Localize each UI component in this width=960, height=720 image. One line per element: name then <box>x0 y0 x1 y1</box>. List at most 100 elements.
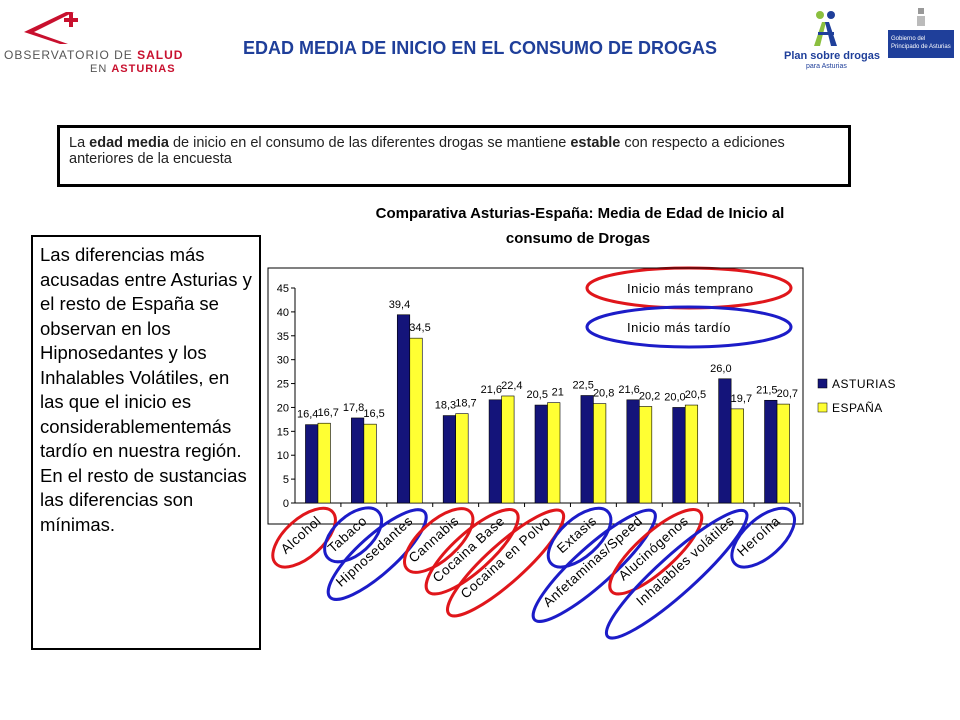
bars-group: 16,4 16,7 17,816,539,434,518,3 18,721,6 22,4… <box>297 299 801 507</box>
data-label-espana: 34,5 <box>409 322 430 334</box>
crown-top <box>918 8 924 14</box>
logo-text-c: EN <box>90 63 112 75</box>
data-label-espana: 21 <box>552 387 564 399</box>
early-category-ring <box>608 508 704 596</box>
data-label-asturias: 20,5 <box>527 389 548 401</box>
bar-espana <box>317 422 331 504</box>
logo-arrow-shape <box>24 12 74 44</box>
bar-asturias <box>488 399 502 504</box>
data-label-asturias: 26,0 <box>710 363 731 375</box>
bar-espana <box>684 404 699 504</box>
y-tick-label: 35 <box>277 331 289 343</box>
data-label-espana: 16,7 <box>317 407 338 419</box>
info-text-3: con respecto a ediciones anteriores de l… <box>69 135 785 167</box>
bar-espana <box>363 423 377 504</box>
gobierno-asturias-logo: Gobierno del Principado de Asturias <box>888 6 954 72</box>
legend-swatch-asturias <box>817 378 828 389</box>
observatorio-logo-line2: EN ASTURIAS <box>90 63 176 75</box>
bar-espana <box>593 403 607 504</box>
bar-espana <box>547 402 561 504</box>
bar-asturias <box>396 314 411 504</box>
data-label-asturias: 16,4 <box>297 409 318 421</box>
logo-text-a: OBSERVATORIO DE <box>4 48 138 62</box>
y-tick-label: 25 <box>277 379 289 391</box>
bar-espana <box>501 395 515 504</box>
data-label-asturias: 22,5 <box>572 380 593 392</box>
bar-asturias <box>626 399 640 504</box>
late-annotation-ring <box>585 305 793 349</box>
late-category-ring <box>546 506 613 569</box>
info-text-1: La <box>69 135 90 151</box>
legend-label-espana: ESPAÑA <box>832 401 883 415</box>
y-tick-label: 15 <box>277 426 289 438</box>
plan-logo-head-right <box>827 11 835 19</box>
late-annotation-label: Inicio más tardío <box>627 320 731 335</box>
data-label-asturias: 21,5 <box>756 384 777 396</box>
bar-asturias <box>580 395 594 504</box>
data-label-asturias: 21,6 <box>618 384 639 396</box>
late-category-ring <box>730 506 796 569</box>
x-category-label: Hipnosedantes <box>333 513 416 590</box>
logo-text-d: ASTURIAS <box>111 63 176 75</box>
y-tick-label: 5 <box>283 474 289 486</box>
data-label-espana: 16,5 <box>363 408 384 420</box>
bar-espana <box>409 337 423 504</box>
plan-logo-bar <box>818 32 834 35</box>
plan-logo-head-left <box>816 11 824 19</box>
logo-cross-v <box>69 13 73 27</box>
data-label-asturias: 18,3 <box>435 400 456 412</box>
late-category-ring <box>604 508 749 640</box>
legend-label-asturias: ASTURIAS <box>832 377 896 391</box>
y-tick-label: 40 <box>277 307 289 319</box>
bar-espana <box>730 408 744 504</box>
info-bold-1: edad media <box>89 135 169 151</box>
side-text-box: Las diferencias más acusadas entre Astur… <box>31 235 261 650</box>
data-label-asturias: 39,4 <box>389 299 410 311</box>
early-category-ring <box>271 506 337 569</box>
bar-asturias <box>534 404 548 504</box>
y-tick-label: 10 <box>277 450 289 462</box>
data-label-espana: 19,7 <box>731 393 752 405</box>
crown-icon <box>917 8 925 26</box>
late-category-ring <box>326 508 428 601</box>
legend-swatch-espana <box>817 402 828 413</box>
y-tick-label: 0 <box>283 498 289 510</box>
y-tick-label: 45 <box>277 283 289 295</box>
y-axis-ticks: 0 5 10 15 20 25 30 35 40 45 <box>277 283 295 510</box>
data-label-espana: 18,7 <box>455 398 476 410</box>
data-label-asturias: 20,0 <box>664 391 685 403</box>
bar-asturias <box>442 415 456 504</box>
data-label-espana: 20,8 <box>593 388 614 400</box>
early-annotation-label: Inicio más temprano <box>627 281 754 296</box>
observatorio-logo-line1: OBSERVATORIO DE SALUD <box>4 48 183 62</box>
y-tick-label: 30 <box>277 355 289 367</box>
plan-drogas-logo: Plan sobre drogas para Asturias <box>784 6 880 72</box>
data-label-espana: 20,5 <box>685 389 706 401</box>
late-category-ring <box>323 506 384 564</box>
page-title: EDAD MEDIA DE INICIO EN EL CONSUMO DE DR… <box>242 38 718 58</box>
crown-body <box>917 16 925 26</box>
late-category-ring <box>531 508 657 623</box>
info-box: La edad media de inicio en el consumo de… <box>57 125 851 187</box>
bar-asturias <box>305 424 319 504</box>
early-category-ring <box>446 508 566 618</box>
early-category-ring <box>403 507 475 574</box>
plan-logo-icon <box>814 11 837 46</box>
data-label-asturias: 17,8 <box>343 402 364 414</box>
info-bold-2: estable <box>570 135 621 151</box>
bar-asturias <box>718 378 732 504</box>
chart-title-line1: Comparativa Asturias-España: Media de Ed… <box>376 205 785 222</box>
info-text-2: de inicio en el consumo de las diferente… <box>168 135 571 151</box>
bar-asturias <box>764 399 778 504</box>
observatorio-logo: OBSERVATORIO DE SALUD EN ASTURIAS <box>4 8 182 78</box>
plot-frame <box>267 267 804 525</box>
bar-espana <box>776 403 790 504</box>
bar-asturias <box>672 407 686 504</box>
bar-asturias <box>351 417 365 504</box>
data-label-espana: 20,2 <box>639 390 660 402</box>
data-label-espana: 20,7 <box>777 388 798 400</box>
chart-title-line2: consumo de Drogas <box>506 230 650 247</box>
plan-logo-subtext: para Asturias <box>806 63 847 70</box>
early-category-ring <box>424 508 520 596</box>
